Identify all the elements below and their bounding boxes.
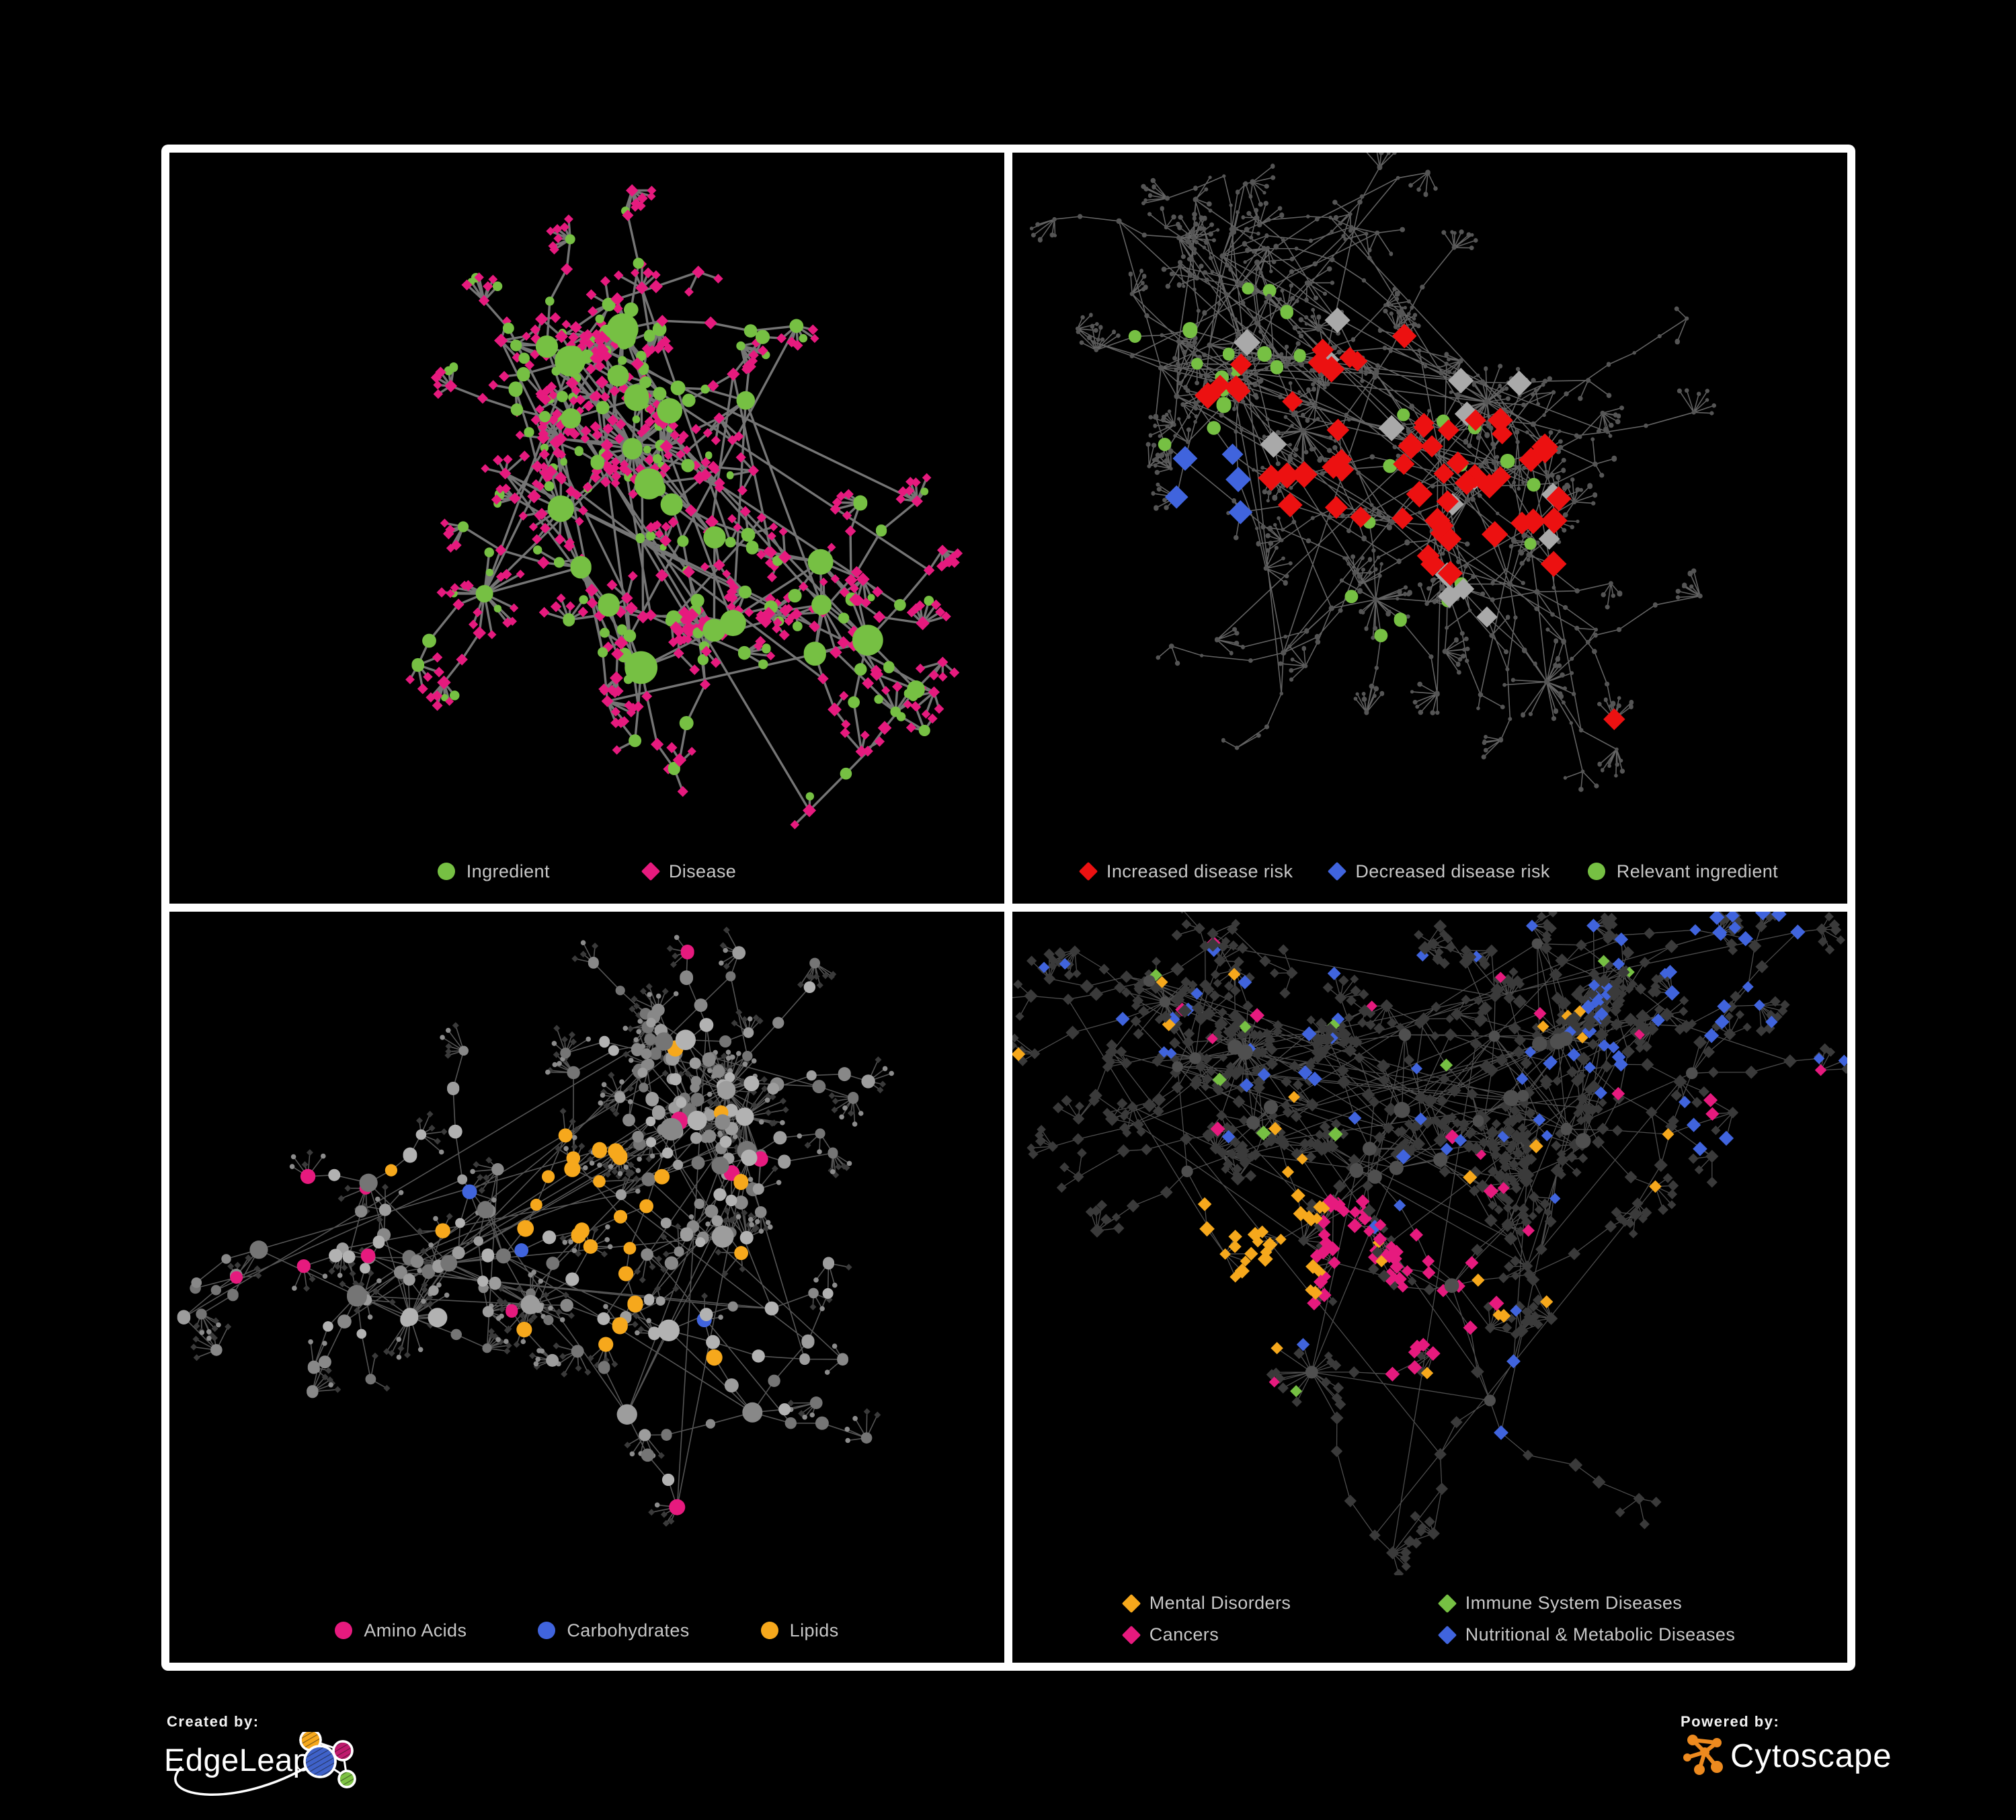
panel-nutrient-classes: Amino Acids Carbohydrates Lipids — [169, 912, 1004, 1663]
legend-diamond-marker-icon — [1078, 861, 1098, 881]
edgeleap-logo: EdgeLeap — [164, 1732, 356, 1796]
legend-diamond-marker-icon — [1437, 1625, 1457, 1645]
disease-classes-network-graph — [1012, 912, 1847, 1575]
legend-diamond-marker-icon — [1328, 861, 1347, 881]
disease-risk-legend: Increased disease risk Decreased disease … — [1012, 839, 1847, 904]
created-by-label: Created by: — [167, 1713, 259, 1730]
legend-label: Amino Acids — [364, 1620, 467, 1640]
network-graph-svg — [1029, 153, 1716, 792]
legend-label: Carbohydrates — [567, 1620, 690, 1640]
network-graph-svg — [405, 184, 963, 830]
powered-by-label: Powered by: — [1681, 1713, 1780, 1730]
legend-label: Ingredient — [466, 861, 550, 881]
legend-item: Decreased disease risk — [1328, 861, 1550, 882]
legend-label: Immune System Diseases — [1465, 1593, 1683, 1613]
panel-ingredient-disease: Ingredient Disease — [169, 153, 1004, 904]
disease-classes-legend: Mental Disorders Immune System Diseases Ca… — [1012, 1575, 1847, 1663]
legend-diamond-marker-icon — [1121, 1625, 1141, 1645]
legend-circle-marker-icon — [760, 1622, 778, 1639]
legend-item: Cancers — [1121, 1624, 1414, 1645]
panel-frame: Ingredient Disease Increased disease risk… — [161, 145, 1855, 1671]
legend-label: Cancers — [1149, 1624, 1219, 1645]
ingredient-disease-network-graph — [169, 153, 1004, 839]
legend-label: Mental Disorders — [1149, 1593, 1291, 1613]
legend-item: Immune System Diseases — [1437, 1593, 1735, 1614]
disease-risk-network-graph — [1012, 153, 1847, 839]
legend-item: Relevant ingredient — [1587, 861, 1779, 882]
legend-circle-marker-icon — [335, 1622, 353, 1639]
edgeleap-swoosh — [174, 1757, 321, 1796]
legend-item: Lipids — [760, 1620, 839, 1641]
legend-circle-marker-icon — [538, 1622, 556, 1639]
legend-item: Mental Disorders — [1121, 1593, 1414, 1614]
legend-label: Relevant ingredient — [1616, 861, 1779, 881]
legend-label: Increased disease risk — [1106, 861, 1293, 881]
legend-label: Disease — [668, 861, 737, 881]
legend-circle-marker-icon — [437, 863, 455, 880]
legend-item: Carbohydrates — [538, 1620, 689, 1641]
nutrient-classes-legend: Amino Acids Carbohydrates Lipids — [169, 1598, 1004, 1663]
legend-circle-marker-icon — [1587, 863, 1605, 880]
legend-item: Amino Acids — [335, 1620, 467, 1641]
cytoscape-wordmark: Cytoscape — [1730, 1738, 1892, 1774]
cytoscape-glyph-nodes — [1683, 1735, 1723, 1775]
legend-label: Lipids — [789, 1620, 839, 1640]
legend-item: Nutritional & Metabolic Diseases — [1437, 1624, 1736, 1645]
legend-item: Increased disease risk — [1078, 861, 1293, 882]
legend-diamond-marker-icon — [1121, 1593, 1141, 1613]
panel-disease-risk: Increased disease risk Decreased disease … — [1012, 153, 1847, 904]
legend-diamond-marker-icon — [1437, 1593, 1457, 1613]
edgeleap-logo-nodes — [299, 1732, 356, 1788]
nutrient-classes-network-graph — [169, 912, 1004, 1598]
legend-item: Ingredient — [437, 861, 550, 882]
panel-disease-classes: Mental Disorders Immune System Diseases Ca… — [1012, 912, 1847, 1663]
legend-label: Decreased disease risk — [1355, 861, 1550, 881]
frame-horizontal-divider — [169, 904, 1847, 912]
cytoscape-branding: Powered by: Cytoscape — [1679, 1713, 1908, 1814]
legend-diamond-marker-icon — [641, 861, 661, 881]
legend-item: Disease — [641, 861, 737, 882]
network-graph-svg — [177, 926, 894, 1527]
edgeleap-branding: Created by: EdgeLeap — [161, 1713, 383, 1814]
edgeleap-wordmark: EdgeLeap — [164, 1742, 311, 1778]
network-graph-svg — [1012, 912, 1847, 1575]
cytoscape-logo: Cytoscape — [1683, 1735, 1892, 1775]
legend-label: Nutritional & Metabolic Diseases — [1465, 1624, 1736, 1645]
ingredient-disease-legend: Ingredient Disease — [169, 839, 1004, 904]
